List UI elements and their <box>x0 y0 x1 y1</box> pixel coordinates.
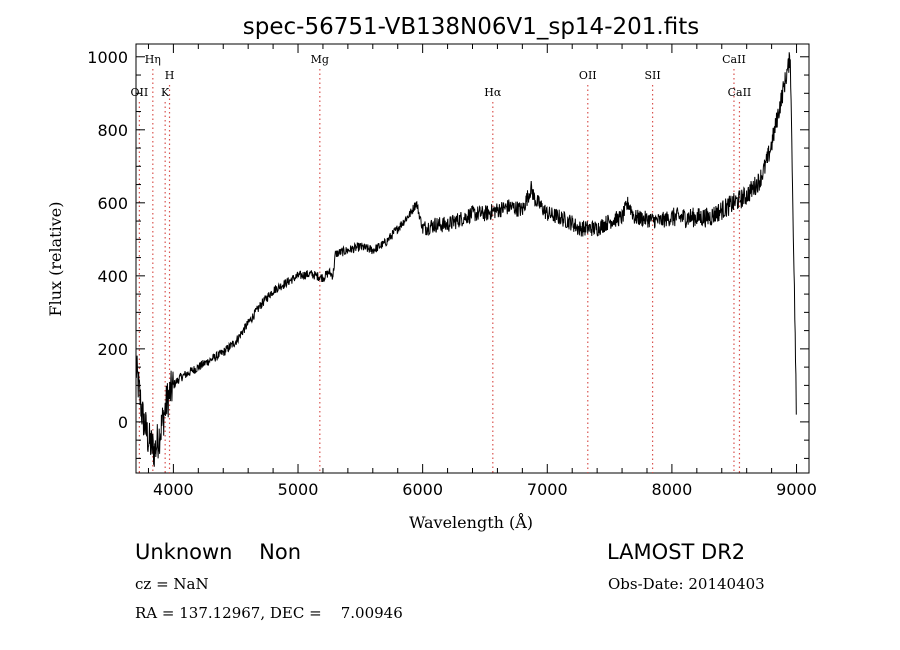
x-tick-label: 7000 <box>527 480 568 499</box>
line-marker-label: CaII <box>728 86 752 99</box>
y-axis-ticks: 0 200 400 600 800 1000 <box>87 48 809 459</box>
x-tick-label: 8000 <box>652 480 693 499</box>
plot-frame <box>135 43 810 474</box>
line-marker-label: K <box>161 86 170 99</box>
x-axis-ticks: 4000 5000 6000 7000 8000 9000 <box>147 44 817 499</box>
survey-name: LAMOST DR2 <box>607 540 746 564</box>
observation-date: Obs-Date: 20140403 <box>608 575 765 593</box>
emission-line-labels: OII Hη KH Mg Hα OII SII CaII CaII <box>131 53 752 99</box>
line-marker-label: CaII <box>722 53 746 66</box>
line-marker-label: Hη <box>145 53 161 66</box>
redshift-cz: cz = NaN <box>135 575 209 593</box>
y-tick-label: 200 <box>97 340 128 359</box>
line-marker-label: SII <box>644 69 660 82</box>
y-tick-label: 800 <box>97 121 128 140</box>
coordinates-ra-dec: RA = 137.12967, DEC = 7.00946 <box>135 604 403 622</box>
line-marker-label: OII <box>131 86 149 99</box>
line-marker-label: H <box>165 69 175 82</box>
line-marker-label: Hα <box>484 86 502 99</box>
y-tick-label: 400 <box>97 267 128 286</box>
x-axis-label: Wavelength (Å) <box>409 512 533 532</box>
x-tick-label: 9000 <box>776 480 817 499</box>
x-tick-label: 4000 <box>153 480 194 499</box>
line-marker-label: Mg <box>311 53 329 66</box>
y-tick-label: 0 <box>118 413 128 432</box>
spectrum-line <box>135 52 797 467</box>
object-class: Unknown Non <box>135 540 302 564</box>
y-tick-label: 600 <box>97 194 128 213</box>
chart-title: spec-56751-VB138N06V1_sp14-201.fits <box>243 14 699 40</box>
line-marker-label: OII <box>579 69 597 82</box>
emission-line-markers <box>138 69 741 473</box>
x-tick-label: 5000 <box>278 480 319 499</box>
y-axis-label: Flux (relative) <box>46 202 65 317</box>
y-tick-label: 1000 <box>87 48 128 67</box>
x-tick-label: 6000 <box>402 480 443 499</box>
